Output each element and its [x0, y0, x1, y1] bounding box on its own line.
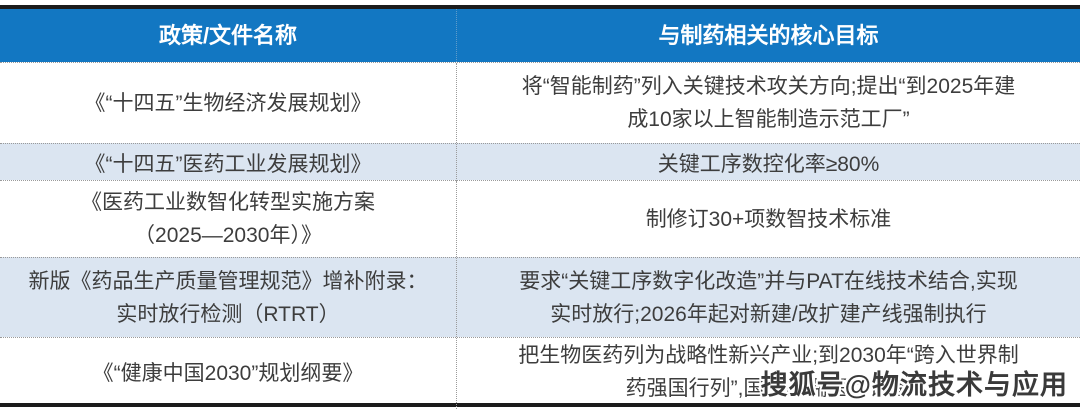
header-cell-core-goal: 与制药相关的核心目标 — [658, 23, 879, 48]
table-row: 《医药工业数智化转型实施方案 （2025—2030年）》 制修订30+项数智技术… — [0, 180, 1080, 257]
table-row: 新版《药品生产质量管理规范》增补附录： 实时放行检测（RTRT） 要求“关键工序… — [0, 257, 1080, 337]
policy-cell: 《“健康中国2030”规划纲要》 — [0, 338, 457, 409]
goal-cell: 要求“关键工序数字化改造”并与PAT在线技术结合,实现 实时放行;2026年起对… — [519, 269, 1018, 326]
table-row: 《“十四五”生物经济发展规划》 将“智能制药”列入关键技术攻关方向;提出“到20… — [0, 62, 1080, 143]
table-row: 《“十四五”医药工业发展规划》 关键工序数控化率≥80% — [0, 143, 1080, 185]
policy-table: 政策/文件名称 与制药相关的核心目标 《“十四五”生物经济发展规划》 将“智能制… — [0, 5, 1080, 409]
policy-cell: 新版《药品生产质量管理规范》增补附录： 实时放行检测（RTRT） — [0, 258, 457, 337]
goal-cell: 把生物医药列为战略性新兴产业;到2030年“跨入世界制 药强国行列”,国产高端医… — [518, 344, 1019, 400]
header-cell-policy-name: 政策/文件名称 — [0, 9, 457, 62]
policy-cell: 《医药工业数智化转型实施方案 （2025—2030年）》 — [0, 181, 457, 257]
policy-cell: 《“十四五”医药工业发展规划》 — [0, 144, 457, 185]
goal-cell: 关键工序数控化率≥80% — [657, 153, 880, 176]
table-header-row: 政策/文件名称 与制药相关的核心目标 — [0, 9, 1080, 62]
policy-cell: 《“十四五”生物经济发展规划》 — [0, 63, 457, 143]
goal-cell: 将“智能制药”列入关键技术攻关方向;提出“到2025年建 成10家以上智能制造示… — [521, 75, 1016, 131]
table-row: 《“健康中国2030”规划纲要》 把生物医药列为战略性新兴产业;到2030年“跨… — [0, 337, 1080, 409]
goal-cell: 制修订30+项数智技术标准 — [645, 207, 892, 231]
